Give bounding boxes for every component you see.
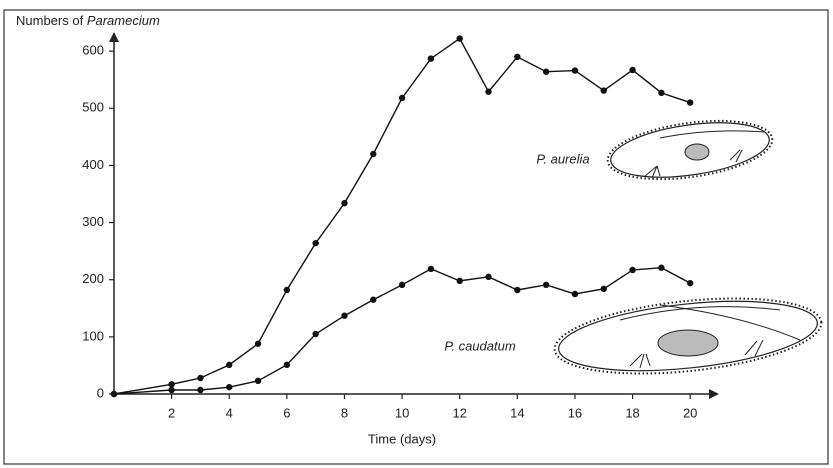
aurelia-illustration xyxy=(606,119,774,181)
data-point xyxy=(283,286,291,294)
data-point xyxy=(571,290,579,298)
y-tick-label: 200 xyxy=(82,271,104,286)
x-tick-label: 18 xyxy=(625,405,639,420)
x-tick-label: 4 xyxy=(226,405,233,420)
data-point xyxy=(629,266,636,274)
data-point xyxy=(542,68,550,75)
x-tick-label: 14 xyxy=(510,405,524,420)
data-point xyxy=(341,312,348,319)
data-point xyxy=(600,285,607,293)
data-point xyxy=(312,239,319,247)
data-point xyxy=(226,361,233,369)
frame xyxy=(3,9,829,465)
data-point xyxy=(686,279,694,287)
data-point xyxy=(571,67,579,74)
data-point xyxy=(398,94,406,102)
series-label: P. caudatum xyxy=(444,338,515,353)
data-point xyxy=(514,53,521,61)
x-tick-label: 2 xyxy=(168,405,175,420)
data-point xyxy=(110,390,118,398)
data-point xyxy=(658,264,665,271)
data-point xyxy=(197,374,204,382)
series-label: P. aurelia xyxy=(536,151,589,166)
data-point xyxy=(341,199,348,207)
x-axis-label: Time (days) xyxy=(368,431,436,446)
data-point xyxy=(514,286,521,294)
data-point xyxy=(254,340,262,347)
x-tick-label: 12 xyxy=(452,405,466,420)
y-tick-label: 600 xyxy=(82,43,104,58)
data-point xyxy=(485,88,492,95)
series-line xyxy=(113,37,691,395)
y-tick-label: 100 xyxy=(82,328,104,343)
y-tick-label: 500 xyxy=(82,100,104,115)
data-point xyxy=(427,265,435,273)
y-arrow xyxy=(109,32,119,42)
x-arrow xyxy=(709,389,719,399)
y-tick-label: 300 xyxy=(82,214,104,229)
x-tick-label: 20 xyxy=(683,405,697,420)
series-line xyxy=(113,266,691,395)
x-tick-label: 6 xyxy=(283,405,290,420)
data-point xyxy=(370,150,377,158)
x-tick-label: 8 xyxy=(341,405,348,420)
x-tick-label: 10 xyxy=(395,405,409,420)
data-point xyxy=(370,296,377,303)
data-point xyxy=(629,66,636,74)
data-point xyxy=(226,383,233,391)
data-point xyxy=(427,55,435,62)
data-point xyxy=(658,89,665,97)
x-tick-label: 16 xyxy=(568,405,582,420)
data-point xyxy=(398,281,406,289)
data-point xyxy=(312,330,319,338)
data-point xyxy=(456,35,463,42)
data-point xyxy=(456,277,463,285)
data-point xyxy=(485,273,492,281)
data-point xyxy=(168,381,175,388)
data-point xyxy=(283,361,291,369)
data-point xyxy=(254,377,262,385)
y-tick-label: 400 xyxy=(82,157,104,172)
data-point xyxy=(600,87,607,94)
data-point xyxy=(686,99,694,106)
y-axis-label: Numbers of Paramecium xyxy=(16,13,160,28)
data-point xyxy=(542,281,550,289)
caudatum-illustration xyxy=(553,297,823,375)
data-point xyxy=(168,386,175,394)
y-tick-label: 0 xyxy=(97,385,104,400)
data-point xyxy=(197,386,204,394)
